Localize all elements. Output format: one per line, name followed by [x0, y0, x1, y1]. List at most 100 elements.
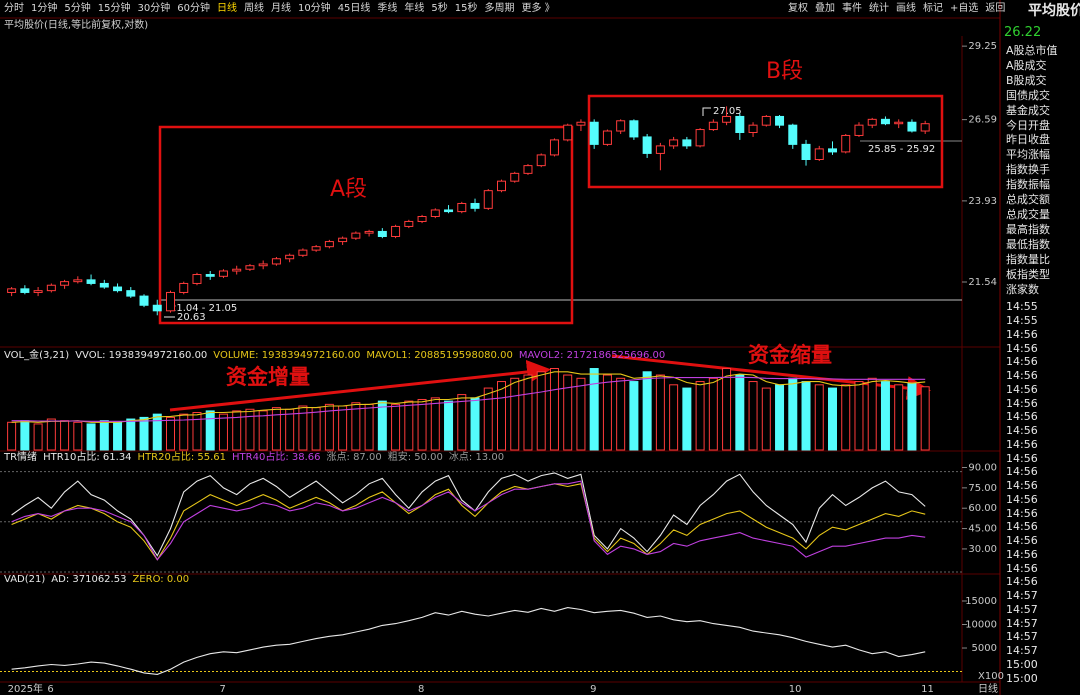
candle-body	[828, 148, 837, 153]
tool-button[interactable]: 标记	[923, 3, 943, 14]
legend-item: HTR40占比: 38.66	[232, 450, 320, 463]
period-button[interactable]: 5分钟	[64, 3, 91, 14]
period-button[interactable]: 15秒	[454, 3, 478, 14]
y-tick-label: 60.00	[968, 503, 997, 514]
field-label: B股成交	[1006, 73, 1047, 87]
period-button[interactable]: 30分钟	[137, 3, 171, 14]
volume-bar	[73, 421, 83, 451]
volume-bar	[351, 402, 361, 451]
volume-bar	[7, 421, 17, 451]
volume-bar	[298, 405, 308, 451]
candle-body	[86, 279, 96, 284]
indicator-line	[11, 376, 926, 422]
period-button[interactable]: 更多 》	[521, 3, 555, 14]
period-button[interactable]: 15分钟	[97, 3, 131, 14]
time-label: 14:57	[1006, 630, 1038, 644]
candle-body	[166, 291, 175, 312]
y-tick-label: 45.00	[968, 524, 997, 535]
time-label: 15:00	[1006, 657, 1038, 671]
candle-body	[271, 258, 281, 265]
time-label: 14:56	[1006, 534, 1038, 548]
candle-body	[483, 190, 493, 209]
volume-bar	[126, 418, 136, 451]
tool-button[interactable]: +自选	[950, 3, 979, 14]
period-button[interactable]: 季线	[377, 3, 398, 14]
candle-body	[788, 124, 798, 145]
time-list: 14:55 14:55 14:56 14:56 14:56 14:56 14:56 14:56…	[1002, 300, 1080, 685]
candle-body	[894, 121, 904, 125]
segment-label: B段	[766, 59, 803, 84]
period-button[interactable]: 分时	[4, 3, 24, 14]
y-tick-label: 21.54	[968, 277, 997, 288]
tool-button[interactable]: 复权	[788, 3, 808, 14]
period-button[interactable]: 月线	[270, 3, 291, 14]
candle-body	[722, 115, 732, 123]
candle-body	[801, 143, 811, 160]
period-button[interactable]: 日线	[216, 3, 237, 14]
period-button[interactable]: 5秒	[431, 3, 448, 14]
candle-body	[880, 118, 890, 125]
volume-bar	[179, 413, 189, 451]
field-label: 板指类型	[1006, 267, 1050, 281]
tool-button[interactable]: 事件	[842, 3, 862, 14]
indicator-line	[11, 483, 926, 561]
candle-body	[761, 115, 771, 126]
candle-body	[364, 230, 374, 234]
volume-bar	[113, 421, 123, 451]
y-tick-label: 15000	[965, 596, 997, 607]
field-label: A股总市值	[1006, 44, 1058, 57]
x-tick-label: 2025年	[8, 682, 43, 695]
candle-body	[854, 124, 864, 136]
tool-button[interactable]: 返回	[985, 3, 1006, 14]
candle-body	[576, 121, 586, 126]
legend-title: VOL_金(3,21)	[4, 348, 69, 361]
volume-bar	[86, 423, 96, 451]
legend: TR情绪 HTR10占比: 61.34 HTR20占比: 55.61 HTR40占比:…	[3, 450, 504, 463]
candle-body	[258, 263, 268, 267]
period-button[interactable]: 年线	[404, 3, 425, 14]
field-label: 涨家数	[1006, 282, 1039, 296]
x-tick-label: 9	[590, 684, 596, 695]
volume-bar	[444, 400, 454, 451]
tool-button[interactable]: 画线	[896, 3, 916, 14]
period-button[interactable]: 周线	[243, 3, 264, 14]
candle-body	[814, 148, 824, 160]
candle-body	[192, 274, 202, 284]
candle-body	[205, 274, 215, 277]
volume-bar	[894, 384, 904, 451]
period-button[interactable]: 60分钟	[177, 3, 210, 14]
candle-body	[629, 120, 639, 138]
period-button[interactable]: 10分钟	[297, 3, 331, 14]
time-label: 14:56	[1006, 327, 1038, 341]
volume-bar	[841, 384, 851, 451]
volume-bar	[602, 374, 612, 451]
candle-body	[589, 121, 599, 145]
period-button[interactable]: 多周期	[484, 3, 515, 14]
volume-bar	[576, 377, 586, 451]
volume-bar	[285, 408, 295, 451]
candle-body	[920, 123, 930, 132]
time-label: 14:56	[1006, 437, 1038, 451]
tool-button[interactable]: 叠加	[815, 3, 835, 14]
candle-body	[616, 120, 626, 132]
period-button[interactable]: 1分钟	[31, 3, 58, 14]
legend-item: 粗安: 50.00	[388, 450, 443, 463]
flow-label: 资金增量	[226, 365, 310, 389]
tool-button[interactable]: 统计	[869, 3, 889, 14]
field-label: 平均涨幅	[1006, 148, 1050, 162]
indicator-line	[11, 480, 926, 561]
volume-bar	[616, 377, 626, 451]
period-button[interactable]: 45日线	[337, 3, 371, 14]
candle-body	[523, 165, 533, 174]
time-label: 14:56	[1006, 561, 1038, 575]
x-tick-label: 7	[219, 684, 225, 695]
period-label: 日线	[978, 682, 998, 695]
volume-bar	[311, 407, 321, 451]
field-label: 昨日收盘	[1006, 133, 1050, 147]
candle-body	[602, 130, 612, 145]
candle-body	[311, 246, 321, 251]
volume-bar	[549, 368, 559, 451]
legend-item: MAVOL2: 2172186525696.00	[519, 350, 665, 361]
volume-bar	[324, 403, 334, 451]
